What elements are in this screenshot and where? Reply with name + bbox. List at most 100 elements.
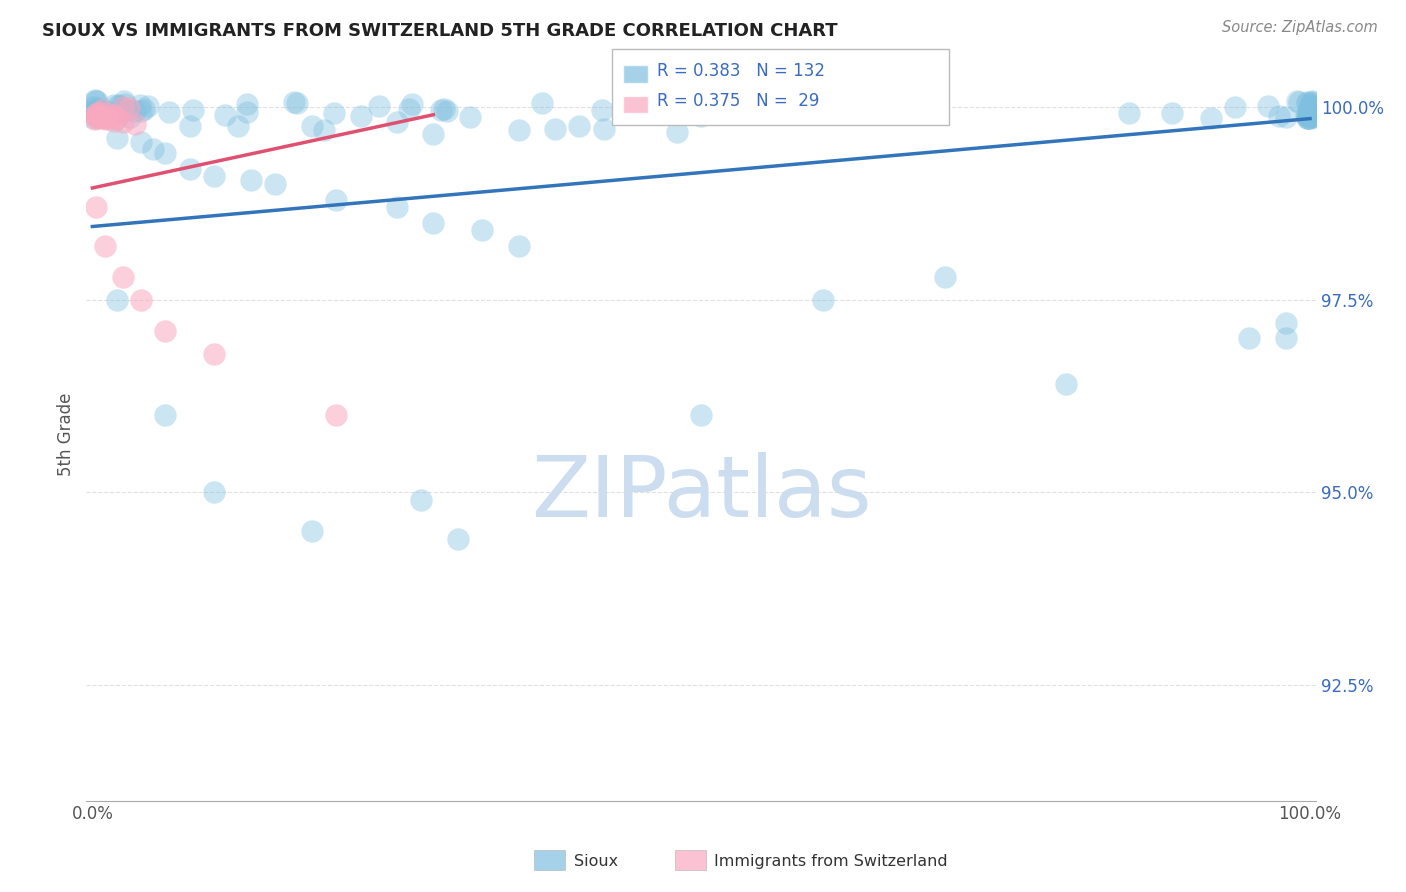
Point xyxy=(129,103,152,118)
Point xyxy=(86,111,108,125)
Point xyxy=(1274,316,1296,330)
Point xyxy=(87,106,110,120)
Point xyxy=(107,98,129,112)
Point xyxy=(111,115,134,129)
Point xyxy=(433,102,456,116)
Point xyxy=(179,161,201,176)
Point xyxy=(236,105,259,120)
Point xyxy=(458,110,481,124)
Point xyxy=(665,125,688,139)
Point xyxy=(1225,100,1247,114)
Point xyxy=(301,120,323,134)
Point xyxy=(1299,97,1322,112)
Point xyxy=(82,104,104,119)
Point xyxy=(1268,109,1291,123)
Point xyxy=(1301,94,1323,108)
Point xyxy=(128,97,150,112)
Point xyxy=(1296,96,1319,111)
Point xyxy=(105,293,128,307)
Point xyxy=(86,94,108,108)
Point xyxy=(811,293,834,307)
Point xyxy=(112,94,135,108)
Point xyxy=(544,121,567,136)
Point xyxy=(1118,106,1140,120)
Point xyxy=(1285,94,1308,108)
Point xyxy=(98,108,121,122)
Point xyxy=(84,107,107,121)
Point xyxy=(103,114,125,128)
Point xyxy=(368,98,391,112)
Point xyxy=(84,106,107,120)
Point xyxy=(100,108,122,122)
Point xyxy=(1274,331,1296,345)
Point xyxy=(214,108,236,122)
Point xyxy=(155,409,177,423)
Point xyxy=(202,346,225,360)
Point xyxy=(1257,98,1279,112)
Point xyxy=(1299,108,1322,122)
Point xyxy=(93,239,115,253)
Point xyxy=(202,169,225,184)
Point xyxy=(111,100,134,114)
Point xyxy=(112,102,135,116)
Y-axis label: 5th Grade: 5th Grade xyxy=(58,392,75,476)
Point xyxy=(1301,106,1323,120)
Point xyxy=(283,95,305,109)
Text: Immigrants from Switzerland: Immigrants from Switzerland xyxy=(714,854,948,869)
Point xyxy=(84,200,107,214)
Text: SIOUX VS IMMIGRANTS FROM SWITZERLAND 5TH GRADE CORRELATION CHART: SIOUX VS IMMIGRANTS FROM SWITZERLAND 5TH… xyxy=(42,22,838,40)
Point xyxy=(385,115,408,129)
Point xyxy=(1298,109,1320,123)
Point xyxy=(87,107,110,121)
Point xyxy=(1056,377,1078,392)
Point xyxy=(325,409,347,423)
Point xyxy=(1295,111,1317,125)
Point xyxy=(239,173,262,187)
Text: Sioux: Sioux xyxy=(574,854,617,869)
Point xyxy=(436,103,458,118)
Point xyxy=(103,108,125,122)
Point xyxy=(285,96,308,111)
Point xyxy=(129,293,152,307)
Point xyxy=(1299,99,1322,113)
Point xyxy=(84,94,107,108)
Point xyxy=(1299,112,1322,126)
Point xyxy=(471,223,494,237)
Text: R = 0.375   N =  29: R = 0.375 N = 29 xyxy=(657,92,818,110)
Point xyxy=(1301,111,1323,125)
Point xyxy=(91,111,114,125)
Point xyxy=(105,131,128,145)
Point xyxy=(129,135,152,149)
Point xyxy=(155,324,177,338)
Point xyxy=(1160,106,1182,120)
Point xyxy=(202,485,225,500)
Point xyxy=(422,216,444,230)
Point xyxy=(108,103,131,118)
Point xyxy=(1296,111,1319,125)
Point xyxy=(96,111,118,125)
Point xyxy=(733,99,755,113)
Text: R = 0.383   N = 132: R = 0.383 N = 132 xyxy=(657,62,824,79)
Point xyxy=(1298,111,1320,125)
Point xyxy=(124,117,146,131)
Point xyxy=(411,493,433,508)
Point xyxy=(430,103,453,117)
Point xyxy=(398,102,420,116)
Point xyxy=(104,112,127,126)
Point xyxy=(124,103,146,118)
Point xyxy=(592,103,614,118)
Point xyxy=(1237,331,1260,345)
Point xyxy=(264,177,287,191)
Point xyxy=(447,532,470,546)
Point xyxy=(114,97,136,112)
Point xyxy=(93,112,115,126)
Point xyxy=(1295,95,1317,110)
Point xyxy=(94,104,117,119)
Point xyxy=(1302,103,1324,118)
Point xyxy=(89,105,111,120)
Point xyxy=(1296,111,1319,125)
Point xyxy=(385,200,408,214)
Text: ZIPatlas: ZIPatlas xyxy=(531,451,872,534)
Point xyxy=(690,409,713,423)
Point xyxy=(86,107,108,121)
